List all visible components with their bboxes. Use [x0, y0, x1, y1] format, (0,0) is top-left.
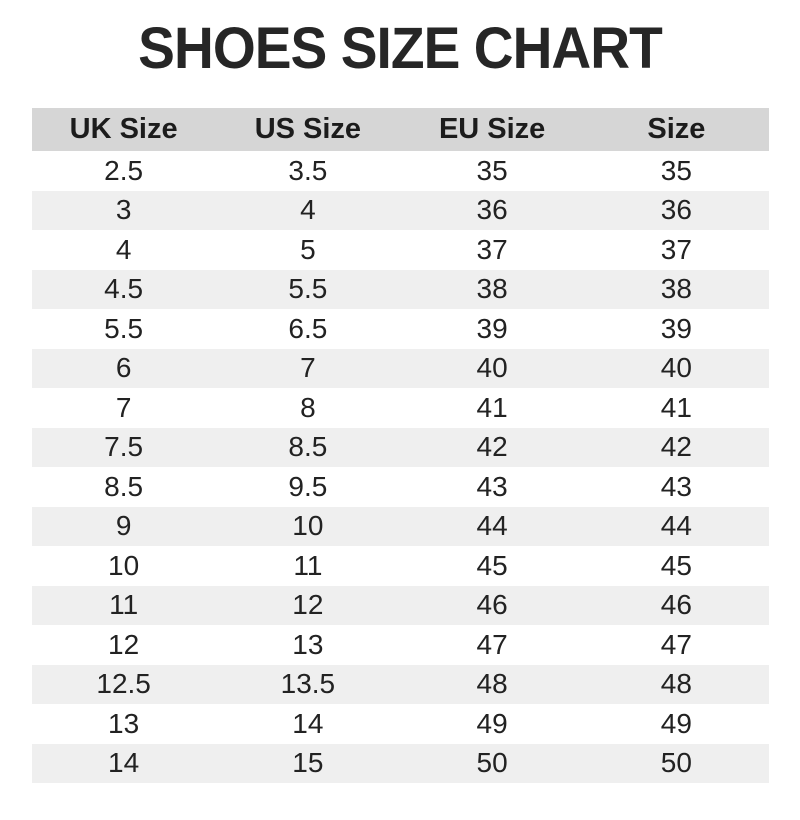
- size-cell: 6: [115, 352, 132, 384]
- table-row: 6 7 40 40: [31, 348, 769, 388]
- size-cell: 3: [115, 194, 132, 226]
- size-cell: 35: [476, 154, 508, 186]
- size-cell: 7: [300, 352, 316, 384]
- size-cell: 5.5: [104, 312, 144, 344]
- size-cell: 5.5: [288, 273, 328, 305]
- size-cell: 14: [108, 747, 140, 779]
- size-cell: 14: [292, 707, 324, 739]
- page: SHOES SIZE CHART UK Size US Size EU Size…: [0, 20, 800, 820]
- size-cell: 10: [108, 549, 140, 581]
- size-cell: 8.5: [104, 470, 144, 502]
- size-cell: 8: [300, 391, 316, 423]
- size-cell: 15: [292, 747, 324, 779]
- size-cell: 49: [476, 707, 508, 739]
- table-row: 10 11 45 45: [32, 546, 769, 586]
- size-cell: 48: [476, 668, 508, 700]
- table-row: 3 4 36 36: [31, 190, 769, 230]
- size-cell: 4: [300, 194, 316, 226]
- size-cell: 11: [293, 549, 323, 581]
- size-cell: 39: [476, 312, 508, 344]
- size-cell: 2.5: [104, 154, 144, 186]
- size-cell: 9: [115, 510, 132, 542]
- table-header: UK Size US Size EU Size Size: [31, 108, 769, 151]
- size-cell: 44: [476, 510, 508, 542]
- size-cell: 13: [292, 628, 324, 660]
- table-row: 2.5 3.5 35 35: [32, 151, 769, 191]
- table-row: 11 12 46 46: [31, 585, 769, 625]
- table-row: 14 15 50 50: [31, 743, 769, 783]
- size-table-body: 2.5 3.5 35 35 3 4 36 36 4 5 37 37 4.5 5.5 38 38 5.5 6.5 39…: [31, 151, 769, 783]
- table-row: 7.5 8.5 42 42: [31, 427, 769, 467]
- size-cell: 43: [660, 470, 692, 502]
- size-cell: 12: [292, 589, 324, 621]
- size-cell: 39: [660, 312, 692, 344]
- table-header-row: UK Size US Size EU Size Size: [31, 108, 769, 151]
- size-cell: 42: [476, 431, 508, 463]
- size-cell: 49: [660, 707, 692, 739]
- table-row: 13 14 49 49: [32, 704, 769, 744]
- table-row: 4.5 5.5 38 38: [31, 269, 769, 309]
- table-row: 12 13 47 47: [32, 625, 769, 665]
- size-cell: 41: [660, 391, 692, 423]
- size-cell: 7: [115, 391, 132, 423]
- size-cell: 6.5: [288, 312, 328, 344]
- size-cell: 37: [660, 233, 692, 265]
- size-cell: 5: [300, 233, 316, 265]
- page-title: SHOES SIZE CHART: [138, 16, 663, 81]
- size-cell: 37: [476, 233, 508, 265]
- size-cell: 9.5: [288, 470, 328, 502]
- size-cell: 45: [476, 549, 508, 581]
- size-cell: 44: [660, 510, 692, 542]
- column-header-us-size: US Size: [215, 108, 400, 151]
- size-cell: 36: [660, 194, 692, 226]
- size-cell: 10: [292, 510, 324, 542]
- size-cell: 36: [476, 194, 508, 226]
- column-header-uk-size: UK Size: [31, 108, 216, 151]
- size-cell: 50: [476, 747, 508, 779]
- table-row: 5.5 6.5 39 39: [32, 309, 769, 349]
- size-cell: 38: [476, 273, 508, 305]
- size-cell: 12: [108, 628, 140, 660]
- size-cell: 43: [476, 470, 508, 502]
- table-row: 9 10 44 44: [31, 506, 769, 546]
- size-cell: 40: [476, 352, 508, 384]
- column-header-eu-size: EU Size: [400, 108, 585, 151]
- size-cell: 13: [108, 707, 140, 739]
- size-cell: 41: [476, 391, 508, 423]
- size-cell: 35: [660, 154, 692, 186]
- size-cell: 38: [660, 273, 692, 305]
- size-cell: 4: [115, 233, 132, 265]
- size-cell: 46: [660, 589, 692, 621]
- size-cell: 45: [660, 549, 692, 581]
- size-cell: 12.5: [96, 668, 151, 700]
- size-cell: 50: [660, 747, 692, 779]
- shoe-size-table: UK Size US Size EU Size Size 2.5 3.5 35 35 3…: [31, 108, 769, 783]
- table-row: 8.5 9.5 43 43: [32, 467, 769, 507]
- table-row: 12.5 13.5 48 48: [31, 664, 769, 704]
- size-cell: 11: [109, 589, 139, 621]
- size-cell: 47: [660, 628, 692, 660]
- size-cell: 40: [660, 352, 692, 384]
- size-cell: 47: [476, 628, 508, 660]
- size-cell: 8.5: [288, 431, 328, 463]
- size-cell: 7.5: [104, 431, 144, 463]
- size-cell: 13.5: [280, 668, 336, 700]
- size-cell: 3.5: [288, 154, 328, 186]
- size-cell: 48: [660, 668, 692, 700]
- table-row: 4 5 37 37: [32, 230, 769, 270]
- table-row: 7 8 41 41: [32, 388, 769, 428]
- size-cell: 46: [476, 589, 508, 621]
- size-cell: 4.5: [104, 273, 144, 305]
- column-header-size: Size: [584, 108, 769, 151]
- size-cell: 42: [660, 431, 692, 463]
